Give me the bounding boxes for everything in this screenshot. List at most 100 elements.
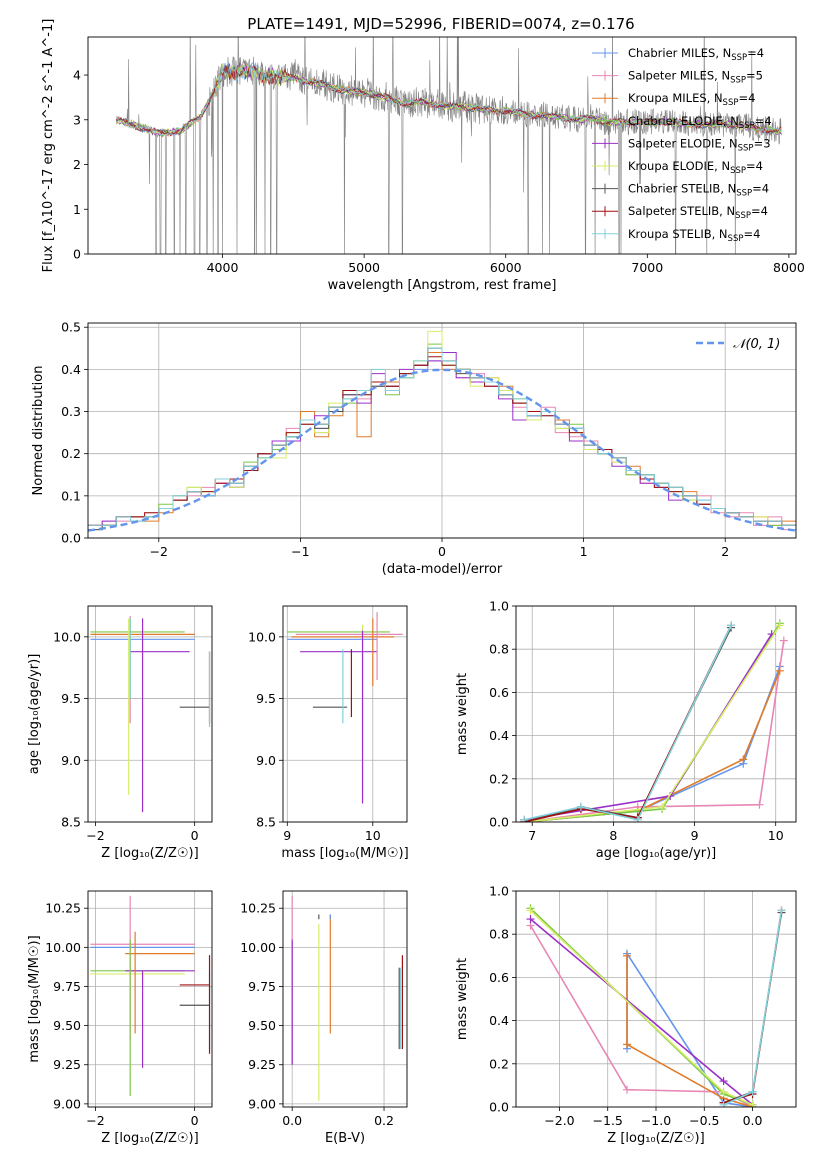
series-line-salpeter-elodie xyxy=(529,918,754,1106)
axes-frame xyxy=(515,605,797,823)
series-line-chabrier-elodie xyxy=(524,622,781,822)
y-tick-label: 9.00 xyxy=(248,1096,276,1111)
age-vs-Z-panel: −2 0 8.5 9.0 9.5 10.0 Z [log₁₀(Z/Z☉)] age [log₁… xyxy=(27,605,213,861)
errorbar-plot-area xyxy=(90,895,211,1097)
x-axis-label: mass [log₁₀(M/M☉)] xyxy=(281,846,408,861)
legend-label-tail: =4 xyxy=(751,204,768,218)
y-tick-label: 1.0 xyxy=(489,599,509,614)
series-point xyxy=(727,621,736,630)
x-tick-label: 9 xyxy=(691,828,699,843)
y-tick-label: 9.5 xyxy=(256,691,276,706)
y-tick-label: 0.0 xyxy=(489,815,509,830)
line-plot-area xyxy=(520,619,788,822)
x-axis-label: Z [log₁₀(Z/Z☉)] xyxy=(101,1131,198,1146)
legend-label-sub: SSP xyxy=(739,121,755,131)
errorbar-plot-area xyxy=(90,615,211,813)
series-line-salpeter-miles xyxy=(523,640,785,822)
legend-label-main: Kroupa STELIB, N xyxy=(628,227,728,241)
x-tick-label: 9 xyxy=(283,828,291,843)
mass-vs-ebv-panel: 0.0 0.2 9.00 9.25 9.50 9.75 10.00 10.25 E(B-V) xyxy=(240,890,408,1146)
legend-label: Kroupa ELODIE, NSSP=4 xyxy=(628,159,763,176)
series-line-chabrier-stelib xyxy=(523,627,732,822)
x-tick-label: 8000 xyxy=(773,260,805,275)
y-tick-label: 9.25 xyxy=(248,1057,276,1072)
x-tick-label: −2 xyxy=(150,544,168,559)
y-tick-label: 9.0 xyxy=(61,753,81,768)
x-axis-label: Z [log₁₀(Z/Z☉)] xyxy=(607,1131,704,1146)
legend-label-main: Kroupa MILES, N xyxy=(628,91,723,105)
x-tick-label: 0 xyxy=(438,544,446,559)
y-tick-label: 9.00 xyxy=(53,1096,81,1111)
y-tick-label: 3 xyxy=(73,112,81,127)
y-axis-label: mass weight xyxy=(455,673,470,755)
y-tick-label: 0.4 xyxy=(61,362,81,377)
x-tick-label: 0.0 xyxy=(282,1113,302,1128)
legend-label: Salpeter STELIB, NSSP=4 xyxy=(628,204,768,221)
y-tick-label: 0.6 xyxy=(489,970,509,985)
errorbar-plot-area xyxy=(287,612,403,804)
legend-label-tail: =4 xyxy=(746,159,763,173)
legend-label-tail: =4 xyxy=(738,91,755,105)
y-tick-label: 0.6 xyxy=(489,685,509,700)
x-tick-label: 7000 xyxy=(631,260,663,275)
x-axis-label: E(B-V) xyxy=(325,1131,365,1146)
y-tick-label: 0.2 xyxy=(489,771,509,786)
legend-label: Chabrier STELIB, NSSP=4 xyxy=(628,182,769,199)
x-tick-label: 0.2 xyxy=(374,1113,394,1128)
legend-label: Kroupa MILES, NSSP=4 xyxy=(628,91,755,108)
legend-label: Kroupa STELIB, NSSP=4 xyxy=(628,227,760,244)
y-tick-label: 10.25 xyxy=(45,901,81,916)
y-tick-label: 8.5 xyxy=(256,815,276,830)
series-point xyxy=(779,636,788,645)
legend-label-tail: =4 xyxy=(755,114,772,128)
x-tick-label: 4000 xyxy=(207,260,239,275)
y-tick-label: 1 xyxy=(73,202,81,217)
normal-curve xyxy=(88,368,796,532)
x-tick-label: 0.0 xyxy=(743,1113,763,1128)
axes-frame xyxy=(87,36,797,255)
y-tick-label: 9.75 xyxy=(53,979,81,994)
residuals-panel: −2 −1 0 1 2 0.0 0.1 0.2 0.3 0.4 0.5 (data-model)/er… xyxy=(31,320,797,577)
x-tick-label: −2.0 xyxy=(544,1113,574,1128)
y-axis-label: Normed distribution xyxy=(31,366,46,496)
axes-frame xyxy=(87,322,797,539)
series-point xyxy=(748,1087,757,1096)
x-tick-label: 8 xyxy=(609,828,617,843)
legend-label-main: Kroupa ELODIE, N xyxy=(628,159,730,173)
legend-label-sub: SSP xyxy=(731,53,747,63)
y-tick-label: 1.0 xyxy=(489,884,509,899)
legend-label-main: Chabrier MILES, N xyxy=(628,46,731,60)
series-line-salpeter-stelib xyxy=(523,625,732,822)
y-tick-label: 0.2 xyxy=(61,446,81,461)
y-tick-label: 0.0 xyxy=(61,531,81,546)
x-tick-label: −1.0 xyxy=(641,1113,671,1128)
legend-label-main: Salpeter ELODIE, N xyxy=(628,136,738,150)
legend-label-tail: =4 xyxy=(752,182,769,196)
x-tick-label: −1 xyxy=(291,544,309,559)
y-tick-label: 0 xyxy=(73,247,81,262)
y-tick-label: 10.00 xyxy=(45,940,81,955)
spectrum-plot-area xyxy=(115,37,782,254)
y-tick-label: 10.25 xyxy=(240,901,276,916)
x-tick-label: 2 xyxy=(721,544,729,559)
series-point xyxy=(576,802,585,811)
histogram-kroupa-stelib xyxy=(88,347,796,526)
x-tick-label: 5000 xyxy=(348,260,380,275)
model-spectrum-kroupa-stelib xyxy=(115,63,782,137)
series-point xyxy=(719,1087,728,1096)
legend-label-sub: SSP xyxy=(730,76,746,86)
legend-label-sub: SSP xyxy=(730,166,746,176)
spectrum-panel: 4000 5000 6000 7000 8000 0 1 2 3 4 wavelength [Ang… xyxy=(41,19,805,293)
legend-label-tail: =3 xyxy=(754,136,771,150)
axes-frame xyxy=(87,605,213,823)
series-point xyxy=(623,1085,632,1094)
y-tick-label: 0.1 xyxy=(61,488,81,503)
y-axis-label: age [log₁₀(age/yr)] xyxy=(27,654,42,775)
y-tick-label: 0.4 xyxy=(489,1013,509,1028)
axes-frame xyxy=(282,605,408,823)
legend-label-main: Chabrier ELODIE, N xyxy=(628,114,739,128)
series-point xyxy=(520,815,529,822)
mass-vs-Z-panel: −2 0 9.00 9.25 9.50 9.75 10.00 10.25 Z [log₁₀(Z/… xyxy=(27,890,213,1146)
x-tick-label: −1.5 xyxy=(593,1113,623,1128)
